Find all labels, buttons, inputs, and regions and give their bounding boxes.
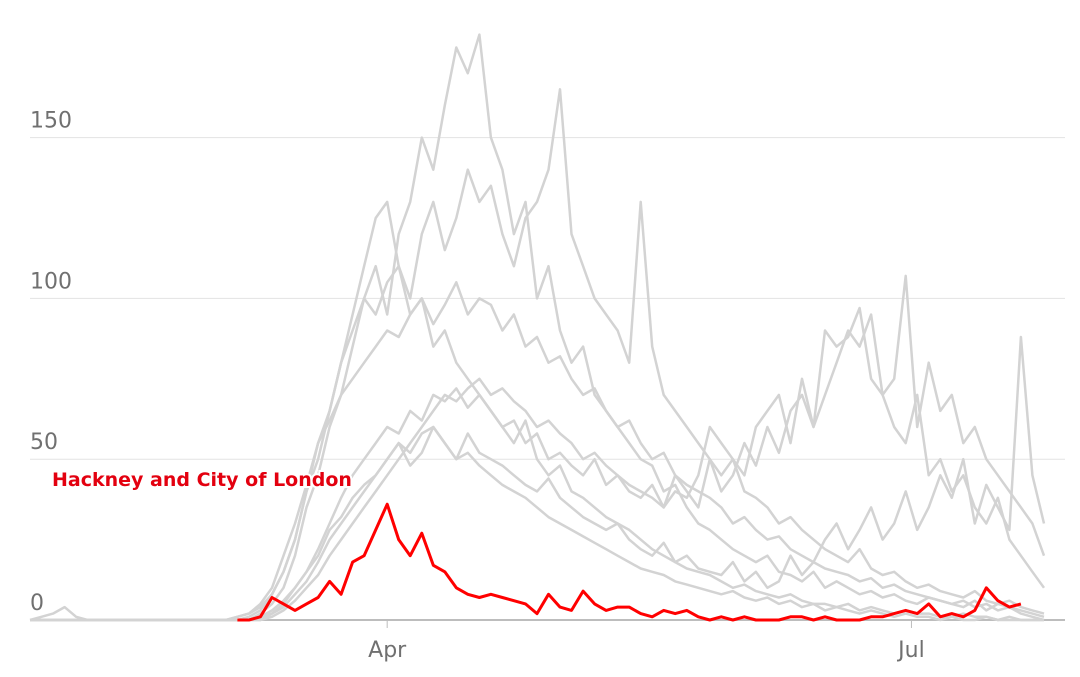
labels: 0 50 100 150 Apr Jul Hackney and City of Londo…	[30, 109, 925, 663]
highlight-line	[237, 502, 1022, 622]
y-tick-label: 100	[30, 269, 72, 294]
y-tick-label: 50	[30, 430, 58, 455]
line	[30, 33, 1045, 622]
line	[30, 281, 1045, 622]
line	[30, 274, 1046, 622]
line	[30, 306, 1046, 622]
lines	[29, 33, 1046, 622]
series-label: Hackney and City of London	[52, 469, 352, 491]
x-tick-label: Apr	[368, 638, 407, 663]
grid	[30, 137, 1065, 628]
y-tick-label: 0	[30, 591, 44, 616]
x-tick-label: Jul	[896, 638, 925, 663]
y-tick-label: 150	[30, 109, 72, 134]
line	[30, 88, 1045, 622]
line	[29, 200, 1044, 622]
